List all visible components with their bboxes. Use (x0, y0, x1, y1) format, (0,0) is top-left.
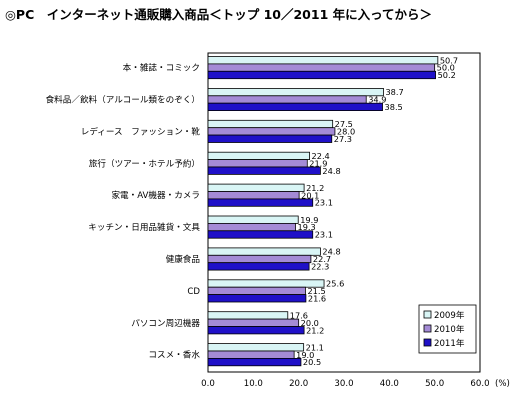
legend: 2009年 2010年 2011年 (418, 304, 477, 354)
data-label: 23.1 (315, 230, 333, 240)
bar-2-2 (207, 95, 367, 104)
bar-2-5 (207, 191, 300, 200)
x-tick-label: 60.0 (470, 379, 489, 389)
data-label: 20.1 (301, 190, 319, 200)
category-label: キッチン・日用品雑貨・文具 (88, 221, 200, 233)
data-label: 21.9 (309, 158, 327, 168)
category-label: 家電・AV機器・カメラ (111, 189, 200, 201)
category-label: 食料品／飲料（アルコール類をのぞく） (46, 94, 200, 106)
x-tick-label: 10.0 (244, 379, 263, 389)
data-label: 24.8 (322, 247, 340, 257)
data-label: 34.9 (368, 95, 386, 105)
bar-1-10 (207, 343, 305, 352)
x-tick-label: 40.0 (380, 379, 399, 389)
data-label: 21.2 (306, 325, 324, 335)
data-label: 19.0 (296, 350, 314, 360)
category-label: 健康食品 (166, 253, 200, 265)
x-tick-label: 30.0 (334, 379, 353, 389)
data-label: 19.3 (297, 222, 315, 232)
bar-3-10 (207, 357, 302, 367)
data-label: 50.7 (440, 55, 458, 65)
data-label: 50.2 (438, 70, 456, 80)
data-label: 21.1 (306, 342, 324, 352)
bar-2-9 (207, 318, 300, 327)
data-label: 19.9 (300, 215, 318, 225)
data-label: 24.8 (322, 166, 340, 176)
bar-2-1 (207, 63, 436, 72)
bar-1-6 (207, 215, 299, 224)
data-label: 21.2 (306, 183, 324, 193)
legend-label: 2010年 (434, 323, 465, 335)
x-tick-label: 20.0 (289, 379, 308, 389)
data-label: 20.0 (301, 318, 319, 328)
category-label: 旅行（ツアー・ホテル予約） (89, 157, 200, 169)
legend-label: 2009年 (434, 309, 465, 321)
x-axis-ticks: 0.0 10.0 20.0 30.0 40.0 50.0 60.0 (%) (201, 379, 510, 389)
data-label: 28.0 (337, 127, 355, 137)
bar-2-10 (207, 350, 295, 359)
data-label: 38.5 (385, 102, 403, 112)
data-label: 23.1 (315, 198, 333, 208)
data-label: 22.7 (313, 254, 331, 264)
bar-3-9 (207, 326, 305, 335)
bar-3-5 (207, 198, 314, 207)
data-label: 27.5 (335, 119, 353, 129)
bar-1-2 (207, 88, 384, 97)
category-label: CD (187, 287, 200, 297)
bar-3-3 (207, 134, 333, 143)
legend-swatch (423, 310, 432, 319)
data-label: 38.7 (385, 87, 403, 97)
bar-1-3 (207, 119, 334, 129)
data-label: 27.3 (334, 134, 352, 144)
bar-1-7 (207, 247, 321, 256)
data-label: 22.3 (311, 262, 329, 272)
bar-3-1 (207, 70, 436, 80)
legend-swatch (423, 324, 432, 333)
legend-swatch (423, 338, 432, 347)
bar-2-7 (207, 254, 312, 264)
data-label: 21.6 (308, 293, 326, 303)
data-label: 22.4 (312, 151, 330, 161)
bar-1-9 (207, 311, 289, 320)
x-tick-label: 0.0 (201, 379, 215, 389)
bar-1-1 (207, 56, 439, 65)
x-unit-label: (%) (495, 379, 510, 389)
bar-3-4 (207, 166, 321, 175)
bar-2-6 (207, 222, 296, 232)
category-label: 本・雑誌・コミック (123, 62, 200, 74)
x-tick-label: 50.0 (425, 379, 444, 389)
bar-3-6 (207, 230, 314, 239)
data-label: 50.0 (437, 63, 455, 73)
category-label: レディース ファッション・靴 (81, 125, 201, 137)
category-label: コスメ・香水 (148, 349, 200, 361)
bar-3-8 (207, 294, 307, 303)
category-label: パソコン周辺機器 (131, 317, 200, 329)
chart-title: ◎PC インターネット通販購入商品＜トップ 10／2011 年に入ってから＞ (5, 7, 433, 22)
bar-1-4 (207, 151, 310, 160)
bar-3-7 (207, 262, 310, 271)
data-label: 25.6 (326, 279, 344, 289)
legend-label: 2011年 (434, 337, 465, 349)
data-label: 20.5 (303, 357, 321, 367)
bar-3-2 (207, 102, 383, 111)
bar-2-4 (207, 159, 308, 168)
data-label: 17.6 (290, 311, 308, 321)
data-label: 21.5 (307, 286, 325, 296)
bar-2-3 (207, 127, 336, 136)
bar-2-8 (207, 286, 306, 296)
bar-1-5 (207, 183, 305, 192)
bars-group: 50.750.050.2 38.734.938.5 27.528.027.3 22.4… (207, 55, 458, 367)
